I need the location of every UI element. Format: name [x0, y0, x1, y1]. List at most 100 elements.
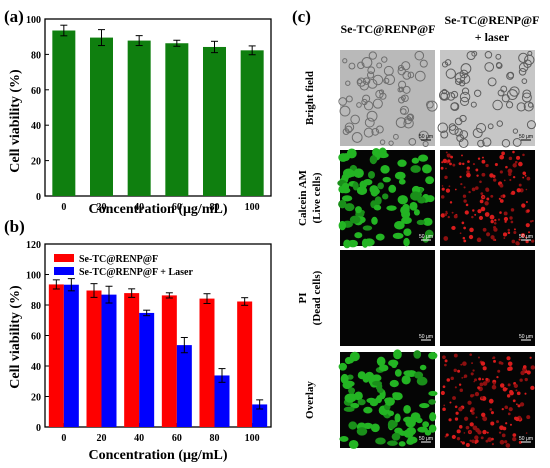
- cell-r1-c1-30: [490, 194, 494, 198]
- cell-r0-c1-31: [448, 123, 457, 131]
- cell-r0-c1-40: [455, 78, 462, 85]
- cell-r0-c1-64: [441, 61, 449, 68]
- cell-r3-c1-138: [488, 398, 494, 404]
- cell-r0-c1-17: [526, 120, 536, 130]
- cell-r1-c1-119: [522, 176, 525, 179]
- cell-r3-c0-6: [370, 423, 380, 433]
- cell-r3-c1-91: [524, 392, 527, 395]
- cell-r3-c1-152: [525, 432, 528, 434]
- cell-r1-c1-11: [478, 215, 484, 221]
- cell-r1-c1-68: [499, 183, 504, 188]
- cell-r0-c1-39: [459, 130, 469, 139]
- cell-r1-c0-40: [380, 165, 390, 174]
- chart-b-ytick-label-0: 0: [36, 423, 41, 434]
- cell-r1-c1-125: [503, 216, 509, 222]
- chart-b-xlabel: Concentration (μg/mL): [89, 448, 228, 463]
- chart-b-xtick-label-1: 20: [97, 433, 107, 444]
- cell-r1-c1-154: [471, 215, 474, 219]
- cell-r3-c1-12: [487, 437, 493, 443]
- chart-a-ylabel: Cell viability (%): [8, 69, 23, 173]
- cell-r3-c1-44: [505, 422, 508, 425]
- cell-r0-c0-66: [366, 110, 378, 122]
- cell-r3-c1-70: [448, 418, 452, 422]
- cell-r0-c1-16: [459, 91, 471, 103]
- cell-r1-c1-109: [471, 187, 476, 192]
- cell-r3-c1-129: [474, 435, 479, 440]
- cell-r1-c1-116: [507, 168, 513, 174]
- cell-r3-c1-99: [442, 385, 446, 389]
- cell-r1-c1-143: [445, 210, 448, 213]
- scale-text-r3-c1: 50 μm: [519, 436, 533, 442]
- cell-r1-c1-128: [531, 219, 534, 223]
- cell-r1-c1-60: [454, 188, 457, 191]
- row-label-2: PI: [297, 293, 309, 304]
- cell-r1-c1-136: [476, 186, 479, 189]
- cell-r1-c1-123: [497, 218, 501, 221]
- cell-r3-c0-20: [424, 429, 432, 436]
- cell-r1-c1-93: [518, 161, 523, 167]
- cell-r3-c1-6: [490, 411, 494, 415]
- cell-r1-c0-89: [342, 182, 350, 190]
- cell-r1-c1-120: [503, 211, 508, 216]
- cell-r3-c1-33: [458, 425, 463, 429]
- cell-r3-c1-13: [457, 369, 461, 373]
- cell-r0-c0-41: [363, 127, 374, 138]
- cell-r3-c1-37: [493, 359, 496, 363]
- chart-a-bar-s0-0: [52, 30, 76, 196]
- cell-r3-c1-116: [455, 411, 459, 415]
- cell-r0-c0-22: [350, 114, 360, 125]
- cell-r0-c1-22: [440, 130, 449, 139]
- cell-r3-c1-46: [512, 433, 517, 437]
- micro-image-r0-c0: [340, 50, 435, 146]
- cell-r1-c1-121: [480, 206, 486, 212]
- cell-r1-c0-8: [354, 232, 363, 239]
- cell-r0-c1-4: [518, 52, 529, 63]
- cell-r3-c1-84: [486, 431, 489, 434]
- cell-r0-c0-49: [419, 59, 428, 68]
- cell-r0-c0-55: [400, 95, 406, 101]
- row-sublabel-1: (Live cells): [311, 172, 323, 223]
- cell-r1-c1-69: [446, 153, 451, 158]
- cell-r0-c0-19: [397, 66, 406, 76]
- chart-b-ytick-label-1: 20: [31, 393, 41, 404]
- cell-r3-c1-127: [507, 383, 511, 387]
- cell-r3-c1-109: [504, 405, 508, 409]
- cell-r1-c1-138: [509, 178, 512, 182]
- cell-r3-c1-0: [440, 390, 445, 396]
- chart-b-xtick-label-2: 40: [134, 433, 144, 444]
- cell-r1-c0-81: [397, 159, 407, 167]
- cell-r3-c1-51: [507, 412, 511, 416]
- cell-r3-c1-26: [468, 430, 472, 434]
- chart-b-ytick-label-2: 40: [31, 362, 41, 373]
- cell-r0-c1-54: [496, 120, 503, 127]
- cell-r0-c1-53: [454, 128, 463, 137]
- cell-r1-c1-129: [482, 196, 485, 199]
- cell-r1-c1-148: [515, 241, 520, 246]
- cell-r1-c1-10: [452, 163, 456, 167]
- cell-r3-c1-157: [472, 394, 475, 397]
- chart-b-ylabel: Cell viability (%): [8, 285, 23, 389]
- cell-r0-c1-48: [495, 53, 502, 60]
- chart-b-bar-s1-2: [139, 312, 155, 427]
- cell-r3-c1-151: [515, 389, 518, 392]
- cell-r0-c1-43: [492, 99, 503, 111]
- chart-b-xtick-label-5: 100: [245, 433, 260, 444]
- cell-r1-c1-42: [462, 236, 466, 240]
- cell-r0-c1-65: [522, 89, 532, 99]
- cell-r3-c0-65: [357, 371, 366, 380]
- cell-r3-c0-57: [403, 405, 411, 414]
- cell-r3-c1-79: [474, 441, 477, 444]
- cell-r0-c1-61: [506, 89, 518, 100]
- cell-r3-c1-54: [482, 381, 488, 386]
- cell-r3-c0-76: [391, 432, 401, 441]
- cell-r3-c1-77: [458, 383, 462, 386]
- cell-r1-c1-78: [472, 163, 476, 166]
- cell-r1-c1-141: [481, 172, 486, 177]
- cell-r1-c1-115: [463, 226, 466, 230]
- cell-r3-c1-28: [454, 405, 458, 409]
- cell-r1-c0-76: [356, 186, 368, 195]
- cell-r0-c0-7: [408, 138, 417, 146]
- cell-r3-c1-128: [515, 416, 520, 422]
- cell-r3-c0-85: [429, 412, 437, 422]
- cell-r1-c1-107: [498, 197, 501, 200]
